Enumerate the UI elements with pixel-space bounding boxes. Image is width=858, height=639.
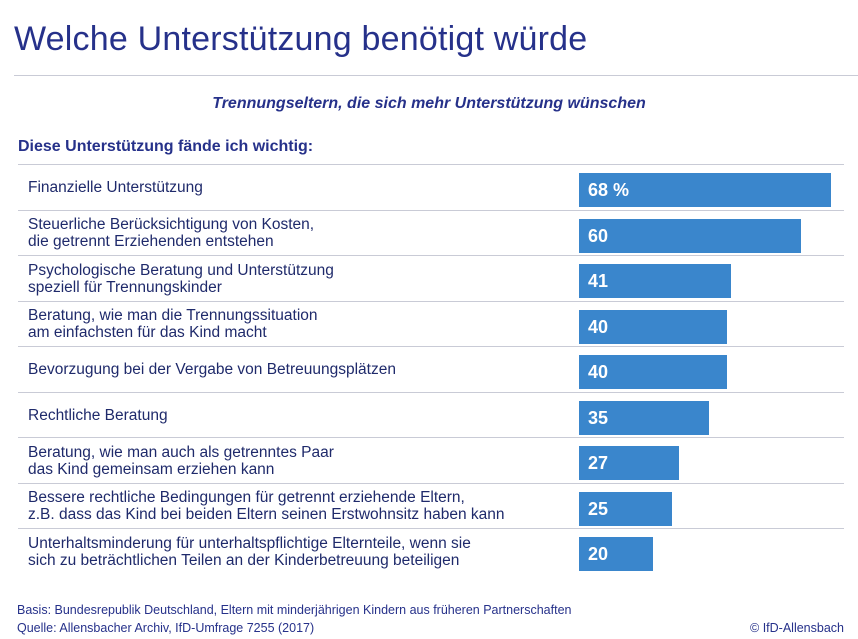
chart-heading: Diese Unterstützung fände ich wichtig: xyxy=(18,138,314,155)
bar: 68 % xyxy=(579,173,831,207)
category-label: Beratung, wie man die Trennungssituation… xyxy=(28,307,318,341)
bar-row: Beratung, wie man auch als getrenntes Pa… xyxy=(18,437,844,483)
bar-row: Psychologische Beratung und Unterstützun… xyxy=(18,255,844,301)
bar-value-label: 25 xyxy=(588,498,609,519)
bar-value-label: 41 xyxy=(588,271,609,291)
category-label: Steuerliche Berücksichtigung von Kosten,… xyxy=(28,216,315,250)
category-label: Bevorzugung bei der Vergabe von Betreuun… xyxy=(28,361,396,378)
bar: 20 xyxy=(579,537,654,571)
footer-basis: Basis: Bundesrepublik Deutschland, Elter… xyxy=(17,603,572,617)
bar-value-label: 27 xyxy=(588,453,609,473)
category-label: Beratung, wie man auch als getrenntes Pa… xyxy=(28,443,334,478)
bar: 35 xyxy=(579,400,709,435)
bar: 40 xyxy=(579,355,728,389)
category-label: Bessere rechtliche Bedingungen für getre… xyxy=(28,489,505,523)
bar: 27 xyxy=(579,446,680,480)
bar-row: Steuerliche Berücksichtigung von Kosten,… xyxy=(18,209,844,256)
bar-value-label: 35 xyxy=(588,407,609,428)
bar-row: Beratung, wie man die Trennungssituation… xyxy=(18,300,844,347)
bar-value-label: 20 xyxy=(588,544,609,564)
chart-subtitle: Trennungseltern, die sich mehr Unterstüt… xyxy=(212,95,646,112)
bar: 25 xyxy=(579,491,672,526)
category-label: Rechtliche Beratung xyxy=(28,406,168,424)
footer-source: Quelle: Allensbacher Archiv, IfD-Umfrage… xyxy=(17,621,315,635)
category-label: Finanzielle Unterstützung xyxy=(28,179,203,196)
bar-row: Unterhaltsminderung für unterhaltspflich… xyxy=(18,528,844,574)
bar-row: Bevorzugung bei der Vergabe von Betreuun… xyxy=(18,346,844,392)
bar-value-label: 68 % xyxy=(588,180,630,200)
bar-row: Rechtliche Beratung 35 xyxy=(18,391,844,438)
bar-value-label: 40 xyxy=(588,362,609,382)
bar-value-label: 60 xyxy=(588,225,609,246)
chart-title: Welche Unterstützung benötigt würde xyxy=(14,20,588,58)
title-divider xyxy=(14,75,858,76)
bar: 60 xyxy=(579,218,802,253)
bar: 41 xyxy=(579,264,731,298)
bar-value-label: 40 xyxy=(588,316,609,337)
category-label: Psychologische Beratung und Unterstützun… xyxy=(28,261,334,296)
category-label: Unterhaltsminderung für unterhaltspflich… xyxy=(28,534,471,569)
bar: 40 xyxy=(579,309,728,344)
bar-row: Bessere rechtliche Bedingungen für getre… xyxy=(18,482,844,529)
bar-row: Finanzielle Unterstützung 68 % xyxy=(18,164,844,210)
copyright: © IfD-Allensbach xyxy=(750,621,844,635)
